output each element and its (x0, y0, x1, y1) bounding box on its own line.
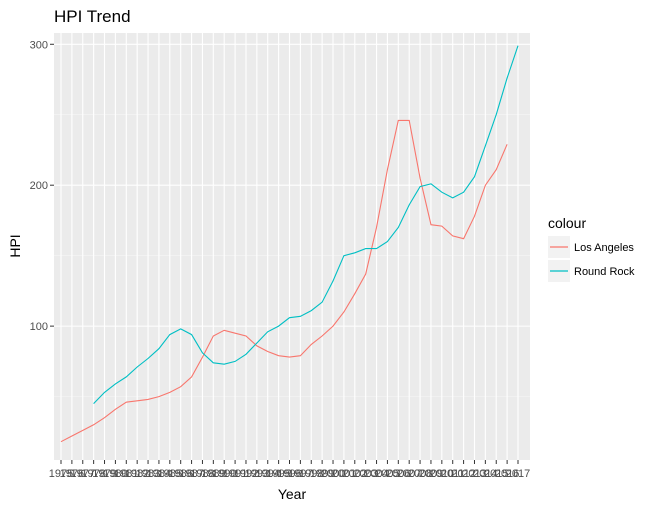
x-tick-label: 1997 (288, 468, 312, 480)
x-tick-label: 1993 (245, 468, 269, 480)
x-tick-label: 2015 (484, 468, 508, 480)
x-tick-label: 1996 (277, 468, 301, 480)
y-axis-title: HPI (7, 234, 23, 257)
x-tick-label: 2011 (441, 468, 465, 480)
x-axis-title: Year (278, 486, 307, 502)
y-axis: 100 200 300 (30, 39, 54, 333)
x-tick-label: 1985 (158, 468, 182, 480)
x-tick-label: 2008 (408, 468, 432, 480)
x-tick-label: 2006 (386, 468, 410, 480)
x-tick-label: 1981 (114, 468, 138, 480)
series-line-los-angeles (60, 119, 508, 443)
x-tick-label: 2000 (321, 468, 345, 480)
x-tick-label: 2013 (462, 468, 486, 480)
x-tick-label: 1989 (201, 468, 225, 480)
x-tick-label: 2001 (332, 468, 356, 480)
x-tick-label: 2007 (397, 468, 421, 480)
x-tick-label: 2009 (419, 468, 443, 480)
x-tick-label: 2010 (430, 468, 454, 480)
x-axis: 1975197619771978197919801981198219831984… (49, 460, 530, 480)
x-tick-label: 1976 (60, 468, 84, 480)
y-tick-label: 100 (30, 321, 48, 333)
x-tick-label: 1988 (190, 468, 214, 480)
x-tick-label: 2004 (364, 468, 388, 480)
x-tick-label: 1994 (255, 468, 279, 480)
x-tick-label: 2002 (343, 468, 367, 480)
gridlines (54, 33, 530, 460)
x-tick-label: 1980 (103, 468, 127, 480)
x-tick-label: 2012 (451, 468, 475, 480)
x-tick-label: 1991 (223, 468, 247, 480)
x-tick-label: 1977 (71, 468, 95, 480)
legend-label: Round Rock (574, 266, 635, 278)
series-lines (60, 45, 519, 443)
y-tick-label: 200 (30, 180, 48, 192)
x-tick-label: 1998 (299, 468, 323, 480)
x-tick-label: 1975 (49, 468, 73, 480)
x-tick-label: 1992 (234, 468, 258, 480)
legend-label: Los Angeles (574, 242, 634, 254)
y-tick-label: 300 (30, 39, 48, 51)
x-tick-label: 1986 (168, 468, 192, 480)
legend-title: colour (548, 215, 586, 231)
x-tick-label: 2003 (353, 468, 377, 480)
x-tick-label: 1983 (136, 468, 160, 480)
x-tick-label: 1995 (266, 468, 290, 480)
x-tick-label: 2016 (495, 468, 519, 480)
x-tick-label: 2005 (375, 468, 399, 480)
x-tick-label: 1999 (310, 468, 334, 480)
plot-panel (54, 33, 530, 460)
legend: colour Los Angeles Round Rock (548, 215, 635, 282)
series-line-round-rock (93, 45, 519, 404)
x-tick-label: 1984 (147, 468, 171, 480)
x-tick-label: 2014 (473, 468, 497, 480)
x-tick-label: 1978 (81, 468, 105, 480)
x-tick-label: 2017 (506, 468, 530, 480)
x-tick-label: 1987 (179, 468, 203, 480)
x-tick-label: 1982 (125, 468, 149, 480)
chart-title: HPI Trend (54, 7, 131, 26)
x-tick-label: 1990 (212, 468, 236, 480)
x-tick-label: 1979 (92, 468, 116, 480)
